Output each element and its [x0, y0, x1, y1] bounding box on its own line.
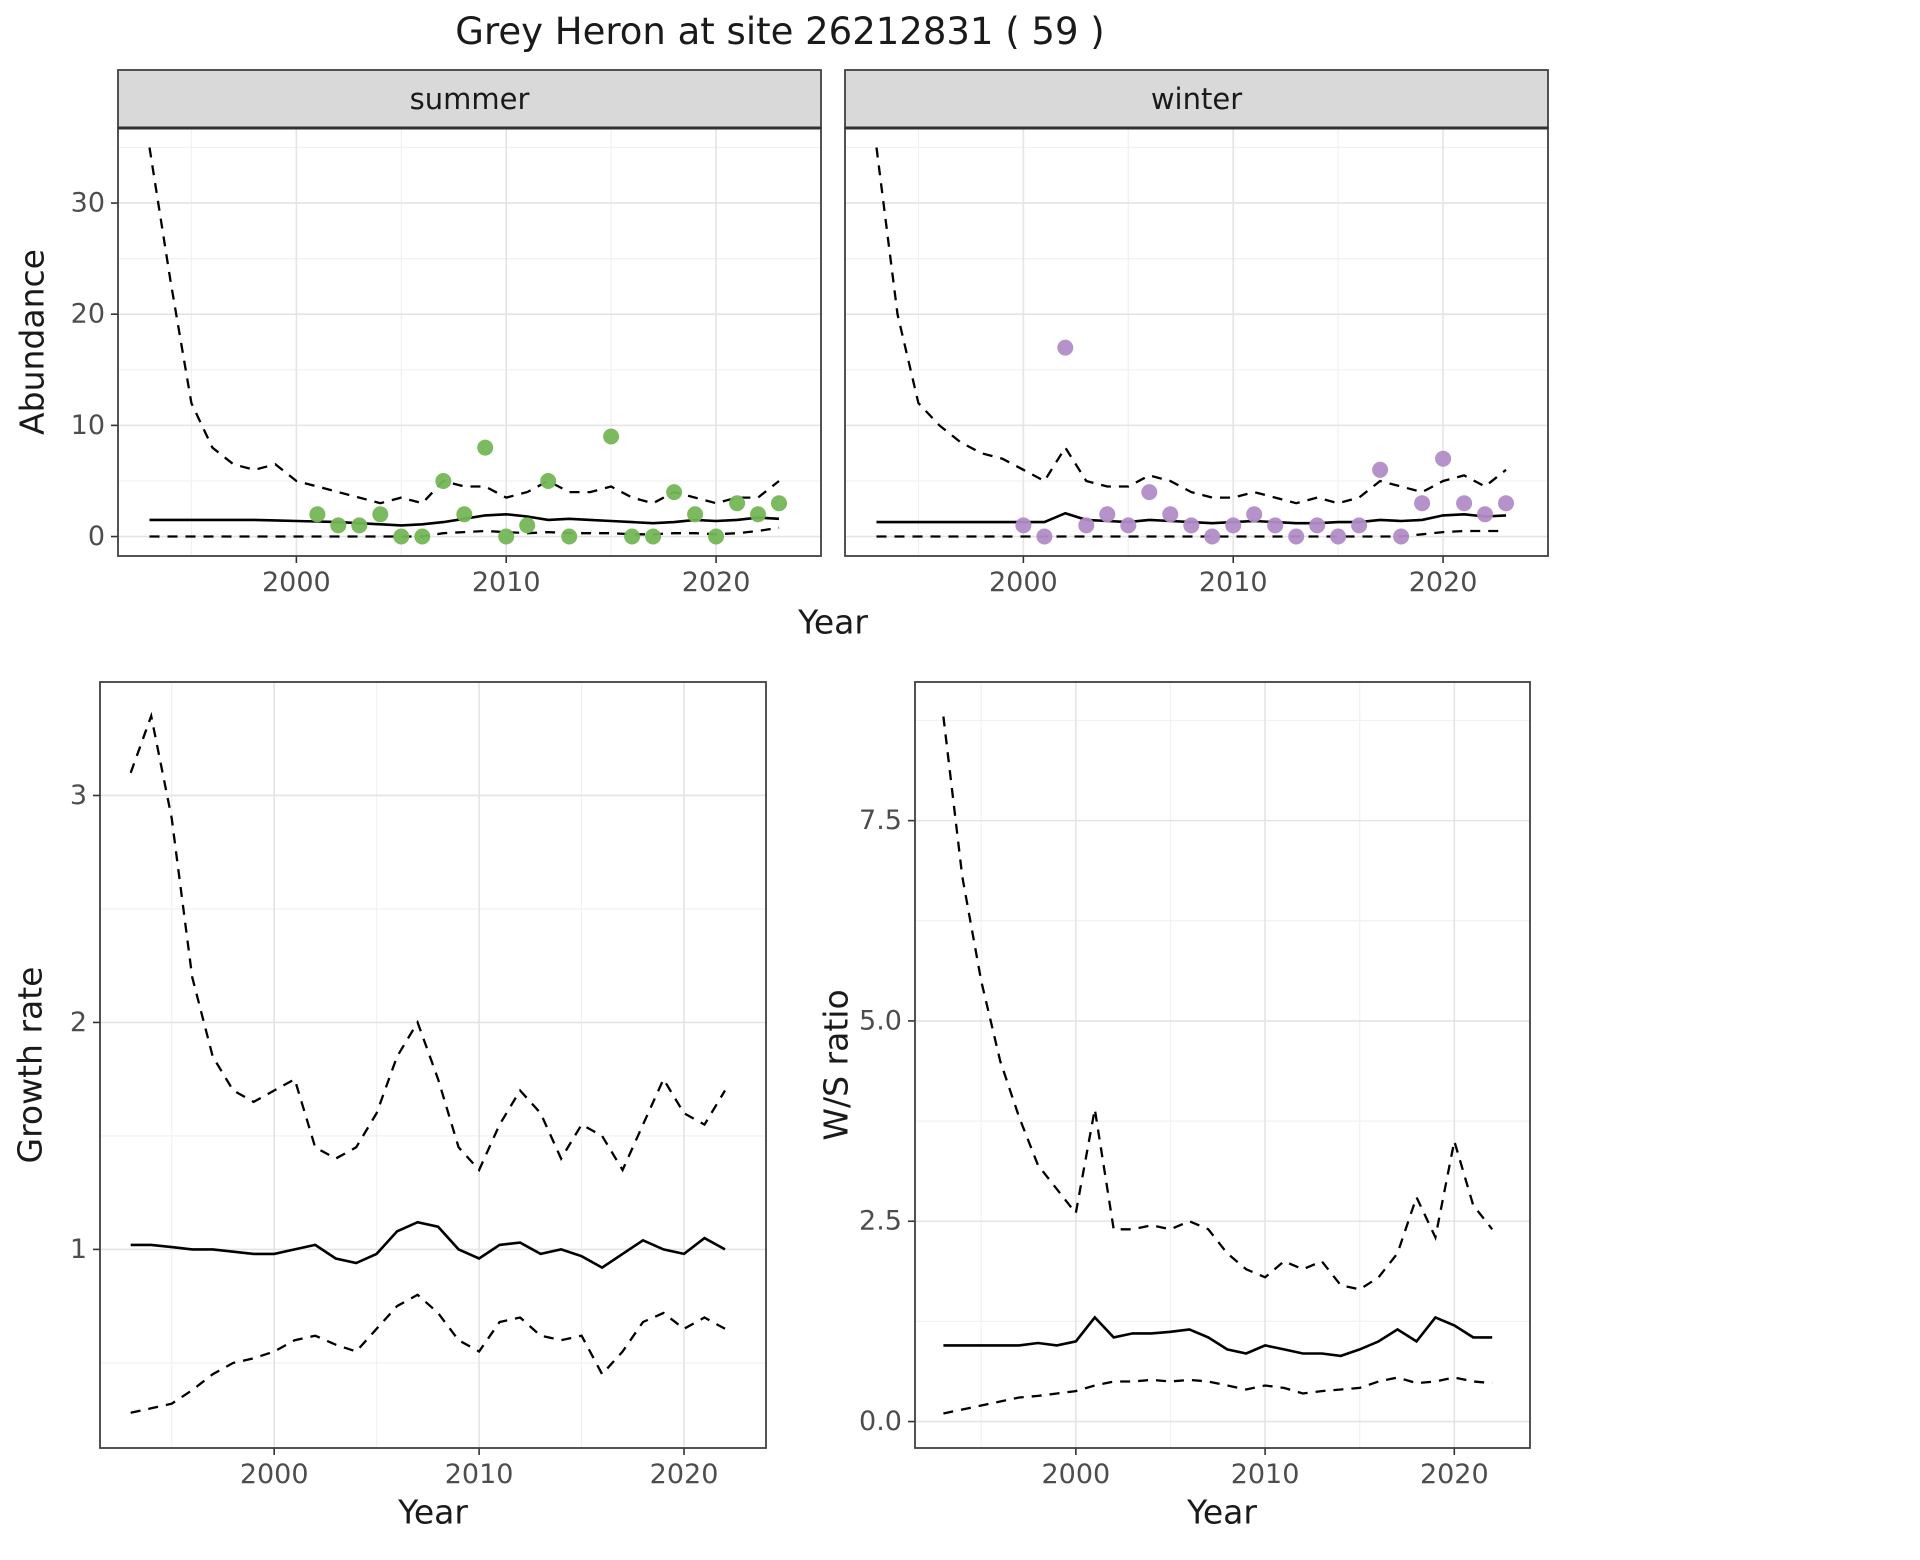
summer-observation-point: [687, 506, 704, 523]
x-tick-label: 2020: [1409, 567, 1478, 598]
winter-observation-point: [1183, 517, 1200, 534]
ws-ratio-upper-ci-line: [942, 716, 1494, 1291]
summer-observation-point: [540, 473, 557, 489]
summer-observation-point: [456, 506, 473, 523]
x-tick-label: 2010: [1231, 1459, 1300, 1490]
winter-observation-point: [1057, 339, 1074, 356]
winter-observation-point: [1477, 506, 1493, 523]
y-tick-label: 0.0: [859, 1406, 902, 1437]
summer-observation-point: [477, 439, 494, 456]
winter-observation-point: [1120, 517, 1137, 534]
winter-observation-point: [1036, 528, 1053, 545]
ws-ratio-y-axis-title: W/S ratio: [816, 989, 856, 1141]
winter-observation-point: [1099, 506, 1116, 523]
x-tick-label: 2020: [682, 567, 751, 598]
winter-observation-point: [1204, 528, 1221, 545]
winter-observation-point: [1456, 495, 1473, 512]
summer-observation-point: [519, 517, 536, 534]
summer-observation-point: [708, 528, 725, 545]
growth-rate-upper-ci-line: [129, 711, 726, 1173]
abundance-winter-panel-bg: [845, 128, 1548, 556]
summer-observation-point: [498, 528, 515, 545]
winter-observation-point: [1372, 461, 1389, 478]
x-tick-label: 2020: [650, 1459, 719, 1490]
summer-series: [148, 147, 787, 545]
summer-observation-point: [666, 484, 683, 501]
abundance-summer-panel-bg: [118, 128, 821, 556]
facet-strip-label-winter: winter: [1151, 82, 1242, 116]
y-tick-label: 3: [70, 780, 87, 811]
x-tick-label: 2000: [1041, 1459, 1110, 1490]
y-tick-label: 1: [70, 1234, 87, 1265]
chart-canvas: 2000 2010 2020 0 10 20 30 summer 2000 2010 2020 win…: [70, 69, 1549, 1490]
winter-observation-point: [1309, 517, 1326, 534]
winter-observation-point: [1162, 506, 1179, 523]
summer-observation-point: [771, 495, 787, 512]
y-tick-label: 0: [88, 521, 105, 552]
winter-observation-point: [1288, 528, 1305, 545]
y-tick-label: 30: [71, 188, 105, 219]
abundance-x-axis-title: Year: [798, 602, 868, 642]
facet-strip-winter: [844, 69, 1549, 129]
plot-figure: Grey Heron at site 26212831 ( 59 ) 2000 2…: [10, 10, 1549, 1532]
winter-observation-point: [1414, 495, 1431, 512]
growth-rate-y-axis-title: Growth rate: [10, 966, 50, 1164]
summer-observation-point: [372, 506, 389, 523]
x-tick-label: 2000: [262, 567, 331, 598]
growth-rate-x-axis-title: Year: [398, 1492, 468, 1532]
winter-series: [875, 147, 1514, 545]
summer-observation-point: [351, 517, 368, 534]
winter-observation-point: [1015, 517, 1032, 534]
winter-observation-point: [1078, 517, 1095, 534]
facet-strip-label-summer: summer: [410, 82, 530, 116]
winter-observation-point: [1141, 484, 1158, 501]
ws-ratio-series: [942, 716, 1494, 1415]
facet-strip-summer: [117, 69, 822, 129]
winter-observation-point: [1393, 528, 1410, 545]
x-tick-label: 2020: [1420, 1459, 1489, 1490]
y-tick-label: 2: [70, 1007, 87, 1038]
x-tick-label: 2000: [240, 1459, 309, 1490]
summer-observation-point: [330, 517, 347, 534]
plot-title: Grey Heron at site 26212831 ( 59 ): [455, 10, 1105, 53]
ws-ratio-lower-ci-line: [943, 1376, 1493, 1415]
x-tick-label: 2010: [472, 567, 541, 598]
winter-observation-point: [1435, 450, 1452, 467]
growth-rate-series: [129, 711, 726, 1414]
ws-ratio-fit-line: [943, 1315, 1493, 1358]
growth-rate-panel-border: [99, 681, 767, 1449]
summer-observation-point: [309, 506, 326, 523]
summer-observation-point: [393, 528, 410, 545]
ws-ratio-panel-bg: [915, 682, 1530, 1448]
summer-observation-point: [729, 495, 746, 512]
ws-ratio-panel-border: [914, 681, 1531, 1449]
y-tick-label: 20: [71, 299, 105, 330]
summer-observation-point: [561, 528, 578, 545]
y-tick-label: 5.0: [859, 1005, 902, 1036]
summer-observation-point: [624, 528, 641, 545]
y-tick-label: 7.5: [859, 805, 902, 836]
x-tick-label: 2010: [1199, 567, 1268, 598]
winter-observation-point: [1267, 517, 1284, 534]
y-tick-label: 10: [71, 410, 105, 441]
growth-rate-fit-line: [130, 1220, 726, 1270]
winter-upper-ci-line: [875, 147, 1507, 505]
x-tick-label: 2010: [445, 1459, 514, 1490]
summer-observation-point: [414, 528, 431, 545]
summer-observation-point: [750, 506, 766, 523]
x-tick-label: 2000: [989, 567, 1058, 598]
winter-observation-point: [1246, 506, 1263, 523]
summer-lower-ci-line: [149, 526, 780, 538]
growth-rate-lower-ci-line: [130, 1293, 726, 1414]
summer-observation-point: [603, 428, 620, 445]
summer-observation-point: [645, 528, 662, 545]
winter-observation-point: [1225, 517, 1242, 534]
summer-observation-point: [435, 473, 452, 489]
winter-observation-point: [1498, 495, 1514, 512]
y-tick-label: 2.5: [859, 1206, 902, 1237]
winter-observation-point: [1351, 517, 1368, 534]
abundance-y-axis-title: Abundance: [12, 249, 52, 435]
winter-observation-point: [1330, 528, 1347, 545]
ws-ratio-x-axis-title: Year: [1187, 1492, 1257, 1532]
